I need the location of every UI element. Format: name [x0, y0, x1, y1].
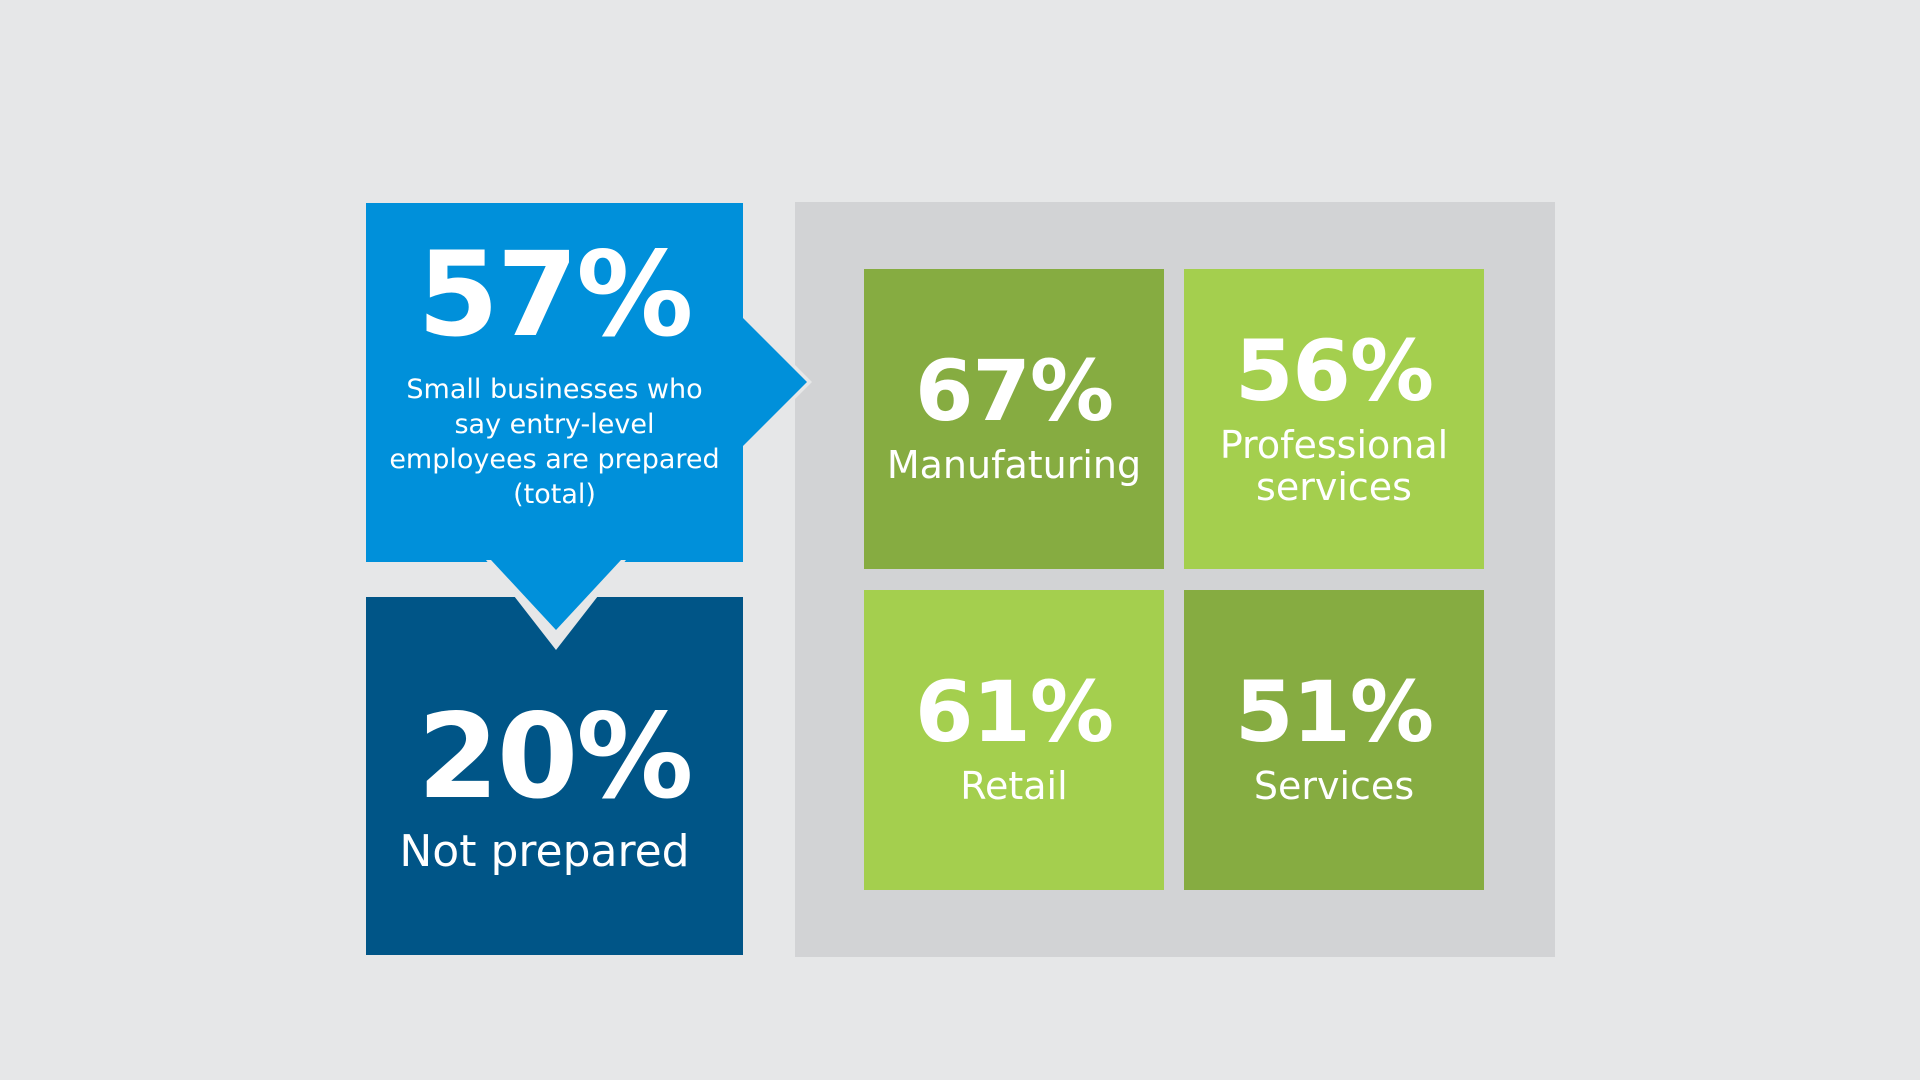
total-description: Small businesses who say entry-level emp… [389, 374, 720, 510]
total-box [366, 203, 743, 562]
sector-label: Services [1253, 764, 1415, 808]
sector-percent: 61% [914, 663, 1114, 761]
sector-tile-services: 51% Services [1184, 590, 1484, 890]
sector-label: Manufaturing [886, 443, 1142, 487]
sector-percent: 51% [1234, 663, 1434, 761]
sector-tile-professional-services: 56% Professional services [1184, 269, 1484, 569]
not-prepared-box [366, 597, 743, 955]
sector-percent: 56% [1234, 322, 1434, 420]
sector-percent: 67% [914, 342, 1114, 440]
sector-tile-retail: 61% Retail [864, 590, 1164, 890]
sector-label: Retail [960, 764, 1068, 808]
total-percent: 57% [417, 226, 693, 363]
sector-label: Professional services [1219, 423, 1449, 509]
not-prepared-percent: 20% [417, 688, 693, 825]
not-prepared-label: Not prepared [399, 826, 690, 877]
arrow-right-icon [742, 312, 812, 452]
sector-tile-manufacturing: 67% Manufaturing [864, 269, 1164, 569]
arrow-down-icon [486, 560, 626, 650]
